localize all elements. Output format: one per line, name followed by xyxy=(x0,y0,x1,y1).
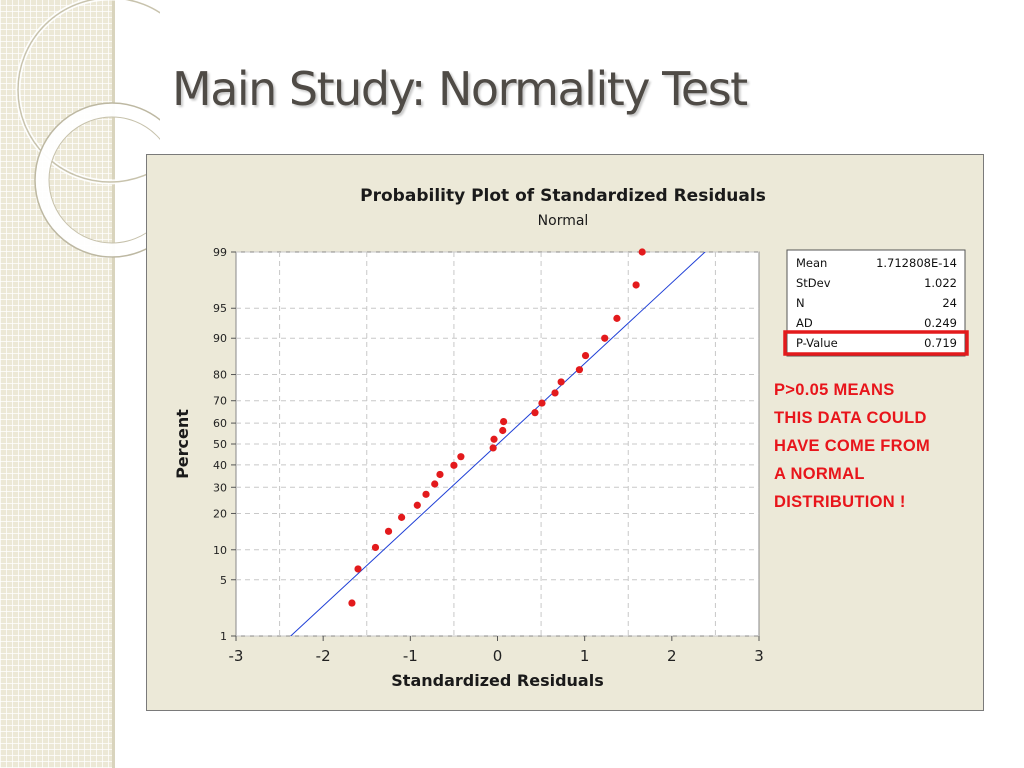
data-point xyxy=(384,527,393,535)
stats-label: AD xyxy=(796,316,813,330)
data-point xyxy=(398,513,406,521)
probability-plot: Probability Plot of Standardized Residua… xyxy=(173,186,969,690)
data-point xyxy=(431,480,439,488)
stats-label: StDev xyxy=(796,276,831,290)
y-tick-label: 40 xyxy=(213,459,227,472)
x-tick-label: 3 xyxy=(754,647,764,665)
x-tick-label: -2 xyxy=(316,647,331,665)
fit-line xyxy=(289,252,706,636)
x-tick-label: 0 xyxy=(493,647,503,665)
data-point xyxy=(638,248,646,256)
data-point xyxy=(450,461,458,469)
p-value-highlight xyxy=(783,330,969,356)
stats-label: Mean xyxy=(796,256,827,270)
data-point xyxy=(490,435,498,443)
p-value-note: P>0.05 MEANS THIS DATA COULD HAVE COME F… xyxy=(774,381,931,511)
chart-title: Probability Plot of Standardized Residua… xyxy=(360,186,766,206)
data-point xyxy=(557,378,565,386)
y-tick-label: 20 xyxy=(213,507,227,520)
data-point xyxy=(613,314,621,322)
data-point xyxy=(371,543,380,552)
x-axis-label: Standardized Residuals xyxy=(391,671,603,690)
y-tick-label: 60 xyxy=(213,417,227,430)
y-tick-label: 95 xyxy=(213,302,227,315)
y-tick-label: 5 xyxy=(220,574,227,587)
stats-box xyxy=(786,249,966,357)
y-axis-label: Percent xyxy=(173,409,192,479)
data-point xyxy=(499,426,507,435)
data-point xyxy=(354,565,362,573)
y-tick-label: 70 xyxy=(213,395,227,408)
decorative-circles xyxy=(15,0,160,258)
stats-label: P-Value xyxy=(796,336,838,350)
data-point xyxy=(489,444,497,452)
x-tick-label: 1 xyxy=(580,647,590,665)
stats-value: 1.712808E-14 xyxy=(876,256,957,270)
data-point xyxy=(531,409,539,417)
y-tick-label: 80 xyxy=(213,369,227,382)
y-tick-label: 1 xyxy=(220,630,227,643)
data-point xyxy=(422,490,430,498)
data-point xyxy=(551,389,559,397)
data-point xyxy=(413,501,421,509)
chart-panel: Probability Plot of Standardized Residua… xyxy=(146,154,984,711)
y-tick-label: 30 xyxy=(213,481,227,494)
y-tick-label: 90 xyxy=(213,332,227,345)
data-point xyxy=(348,599,356,607)
data-point xyxy=(575,366,584,374)
data-point xyxy=(457,453,465,461)
y-tick-label: 10 xyxy=(213,544,227,557)
data-point xyxy=(581,351,590,360)
data-point xyxy=(500,417,508,426)
data-point xyxy=(436,470,444,479)
slide-title: Main Study: Normality Test xyxy=(172,62,748,116)
x-tick-label: -1 xyxy=(403,647,418,665)
stats-value: 0.249 xyxy=(924,316,957,330)
side-band-edge xyxy=(112,0,115,768)
data-point xyxy=(601,334,609,342)
x-tick-label: 2 xyxy=(667,647,677,665)
stats-label: N xyxy=(796,296,805,310)
stats-value: 24 xyxy=(942,296,957,310)
data-point xyxy=(632,281,640,289)
y-tick-label: 50 xyxy=(213,438,227,451)
y-tick-label: 99 xyxy=(213,246,227,259)
stats-value: 0.719 xyxy=(924,336,957,350)
stats-value: 1.022 xyxy=(924,276,957,290)
data-point xyxy=(538,399,546,407)
chart-subtitle: Normal xyxy=(538,213,589,229)
x-tick-label: -3 xyxy=(229,647,244,665)
